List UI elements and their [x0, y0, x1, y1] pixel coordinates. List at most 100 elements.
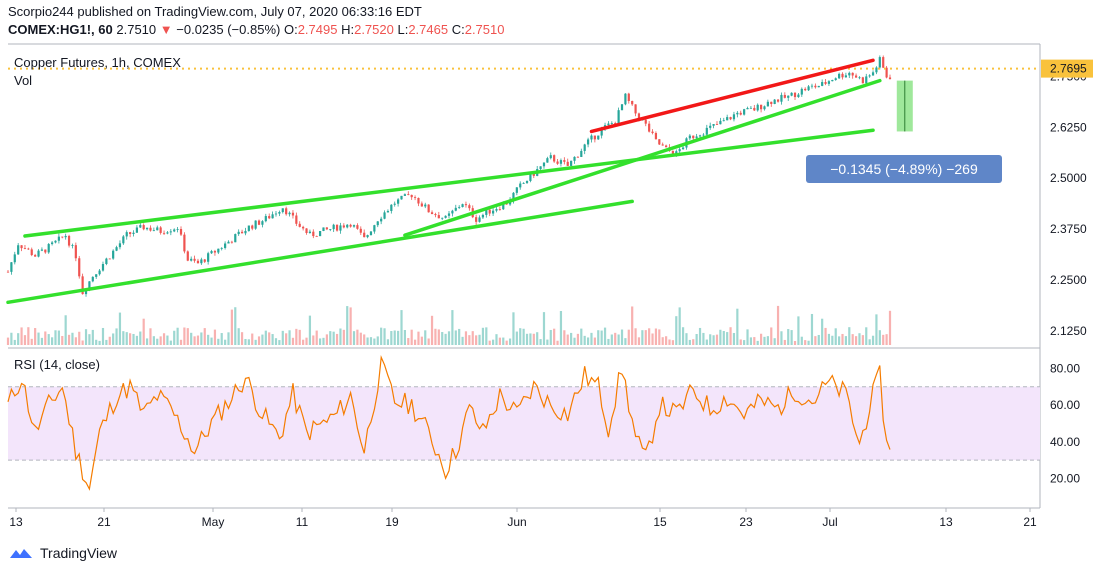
- volume-bar: [600, 330, 603, 345]
- candle-body: [186, 251, 189, 261]
- volume-bar: [563, 330, 566, 345]
- volume-bar: [485, 327, 488, 345]
- volume-bar: [505, 340, 508, 345]
- candle-body: [247, 225, 250, 231]
- volume-bar: [549, 329, 552, 345]
- candle-body: [390, 204, 393, 211]
- candle-body: [637, 113, 641, 120]
- down-arrow-icon: ▼: [159, 22, 173, 37]
- volume-bar: [98, 340, 101, 345]
- candle-body: [349, 224, 352, 227]
- volume-bar: [95, 339, 98, 345]
- candle-body: [207, 253, 210, 262]
- candle-body: [773, 99, 776, 104]
- volume-bar: [838, 336, 841, 345]
- candle-body: [658, 139, 661, 145]
- time-tick-label: 19: [385, 515, 399, 529]
- volume-bar: [424, 330, 427, 345]
- volume-bar: [739, 339, 742, 345]
- change-value: −0.0235 (−0.85%): [176, 22, 281, 37]
- volume-bar: [807, 340, 810, 345]
- candle-body: [366, 235, 369, 238]
- volume-bar: [224, 339, 227, 345]
- time-axis[interactable]: 13 21 May 11 19 Jun 15 23 Jul 13 21: [9, 508, 1037, 529]
- candle-body: [780, 94, 783, 102]
- volume-bar: [593, 337, 596, 345]
- candle-body: [47, 244, 50, 253]
- volume-bar: [492, 339, 495, 345]
- candle-body: [23, 248, 27, 249]
- candle-body: [190, 258, 193, 261]
- candle-body: [308, 231, 312, 234]
- volume-bar: [620, 329, 624, 345]
- candle-body: [556, 161, 559, 164]
- candle-body: [339, 225, 342, 231]
- volume-bar: [688, 339, 691, 345]
- volume-bar: [400, 310, 403, 345]
- candle-body: [746, 107, 749, 110]
- volume-bar: [356, 329, 359, 345]
- chart-canvas[interactable]: −0.1345 (−4.89%) −269 2.1250 2.2500 2.3750…: [0, 0, 1100, 540]
- candle-body: [871, 72, 875, 76]
- candle-body: [848, 72, 851, 76]
- candle-body: [285, 208, 288, 215]
- candle-body: [678, 149, 681, 152]
- candle-body: [763, 106, 766, 110]
- candle-body: [74, 245, 77, 259]
- candle-body: [193, 258, 196, 261]
- volume-bar: [393, 330, 396, 345]
- open-value: 2.7495: [297, 22, 338, 37]
- volume-bar: [390, 331, 393, 345]
- candle-body: [240, 231, 244, 234]
- candle-body: [790, 92, 793, 96]
- volume-bar: [312, 335, 315, 345]
- symbol[interactable]: COMEX:HG1!, 60: [8, 22, 113, 37]
- candle-body: [132, 232, 135, 234]
- candle-body: [30, 249, 33, 256]
- rsi-line: [7, 354, 891, 491]
- candle-body: [298, 223, 301, 227]
- candle-body: [27, 248, 30, 250]
- tradingview-logo[interactable]: TradingView: [8, 543, 117, 563]
- candle-body: [634, 104, 637, 114]
- volume-bar: [156, 338, 159, 345]
- volume-bar: [288, 330, 291, 345]
- rsi-band: [8, 386, 1040, 461]
- measure-tool[interactable]: −0.1345 (−4.89%) −269: [806, 80, 1002, 183]
- candle-body: [122, 236, 125, 244]
- volume-bar: [129, 333, 132, 345]
- volume-bar: [105, 339, 108, 345]
- candle-body: [217, 248, 220, 253]
- candle-body: [10, 262, 13, 272]
- candle-body: [485, 209, 488, 215]
- volume-bar: [539, 339, 542, 345]
- candle-body: [152, 230, 155, 232]
- candle-body: [705, 127, 708, 135]
- candle-body: [125, 232, 128, 237]
- rsi-tick-label: 20.00: [1050, 471, 1080, 485]
- volume-bar: [583, 335, 586, 345]
- candle-body: [488, 209, 491, 214]
- volume-bar: [210, 337, 213, 345]
- volume-bar: [705, 339, 708, 345]
- volume-bar: [298, 329, 301, 345]
- candle-body: [468, 205, 471, 209]
- volume-bar: [237, 328, 240, 345]
- candle-body: [288, 212, 291, 215]
- high-value: 2.7520: [354, 22, 394, 37]
- candle-body: [322, 227, 325, 231]
- candle-body: [244, 230, 247, 234]
- rsi-tick-label: 40.00: [1050, 435, 1080, 449]
- candle-body: [827, 81, 831, 84]
- rsi-axis[interactable]: 20.00 40.00 60.00 80.00: [1050, 361, 1080, 485]
- volume-bar: [149, 328, 152, 345]
- volume-bar: [47, 334, 50, 345]
- trendlines[interactable]: [6, 58, 882, 305]
- resistance-trendline: [589, 58, 875, 134]
- volume-bar: [865, 327, 868, 345]
- candle-body: [295, 215, 298, 224]
- candle-body: [230, 241, 233, 243]
- candle-body: [566, 161, 569, 166]
- volume-bar: [576, 333, 580, 345]
